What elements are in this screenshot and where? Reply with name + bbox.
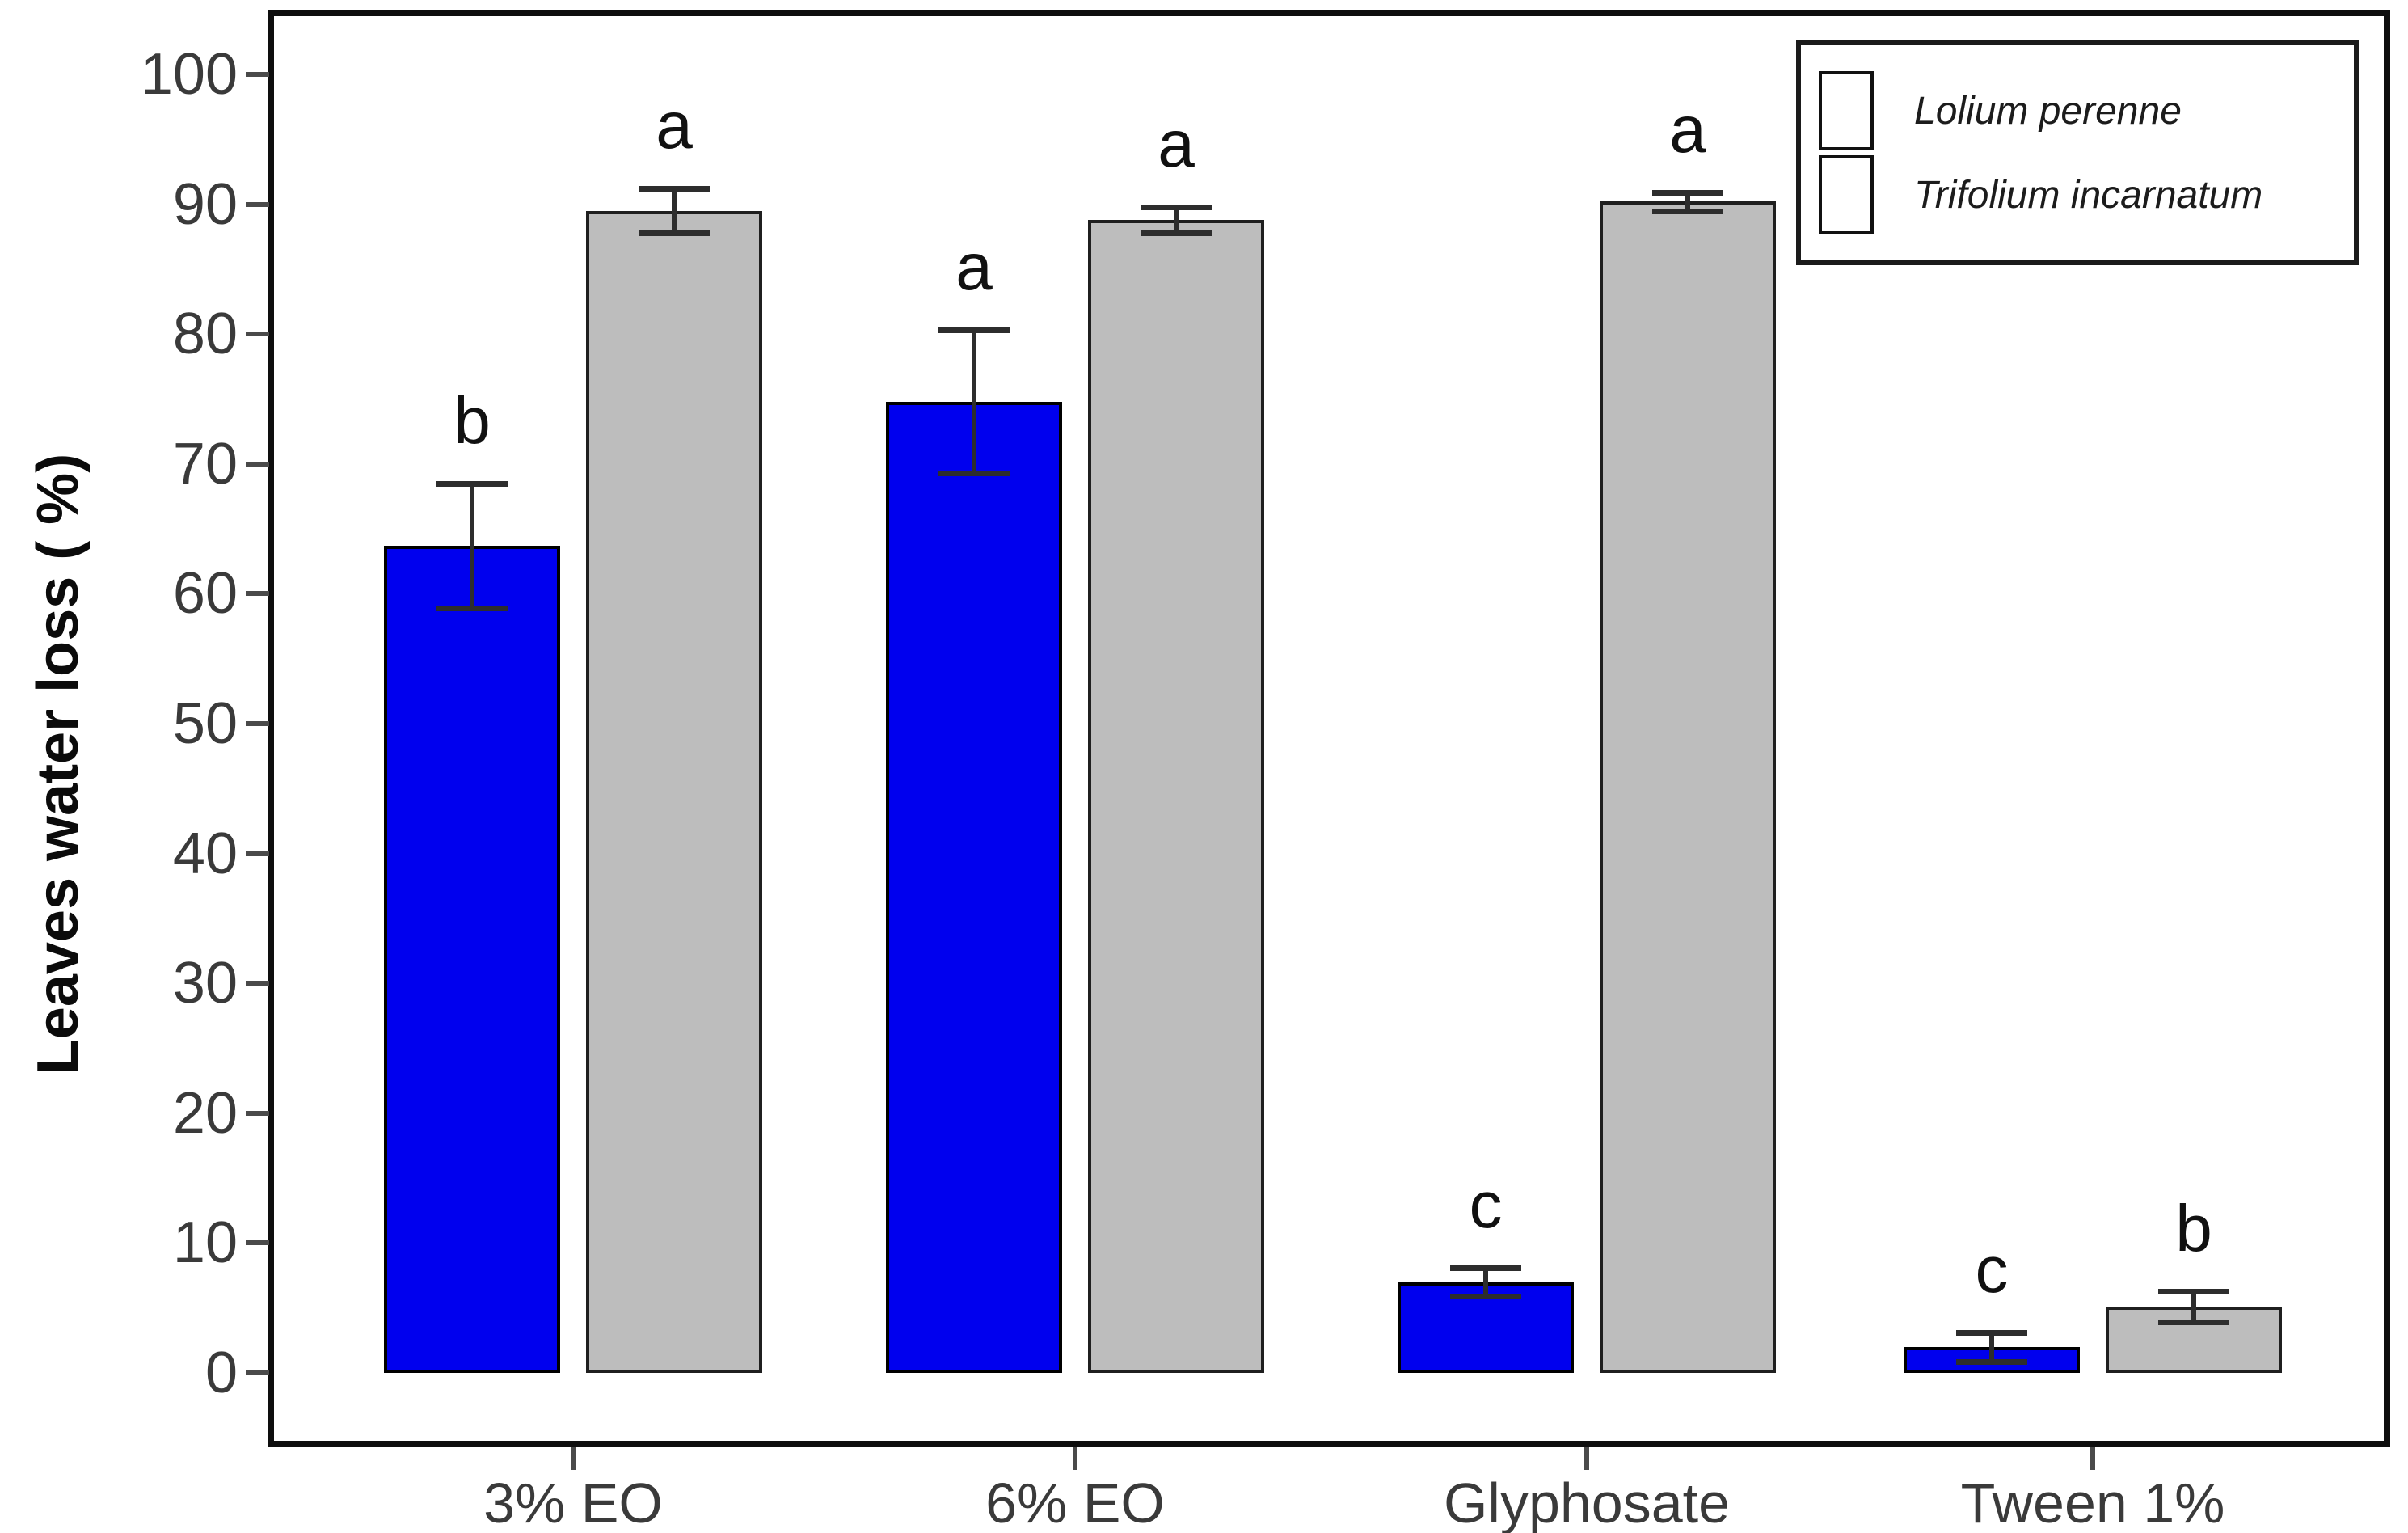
y-axis-tick-label: 20 xyxy=(172,1080,238,1146)
y-axis-tick-label: 30 xyxy=(172,951,238,1016)
bar xyxy=(384,545,560,1373)
legend-swatch-lolium xyxy=(1819,71,1874,150)
y-axis-tick-label: 80 xyxy=(172,302,238,367)
significance-letter: a xyxy=(955,230,993,305)
error-bar-line xyxy=(1685,192,1690,211)
significance-letter: a xyxy=(1669,93,1706,167)
y-axis-tick-label: 100 xyxy=(140,42,238,107)
error-bar-cap-bottom xyxy=(639,230,710,236)
error-bar-cap-bottom xyxy=(938,471,1010,477)
error-bar-cap-top xyxy=(436,480,508,487)
x-axis-tick xyxy=(1584,1447,1589,1470)
legend-label-lolium: Lolium perenne xyxy=(1914,90,2182,133)
error-bar-cap-bottom xyxy=(1450,1294,1521,1300)
y-axis-tick-label: 0 xyxy=(205,1341,238,1405)
error-bar-cap-bottom xyxy=(1956,1358,2027,1365)
error-bar-line xyxy=(2191,1290,2196,1323)
y-axis-tick-label: 40 xyxy=(172,821,238,886)
error-bar-cap-top xyxy=(1450,1265,1521,1271)
y-axis-tick xyxy=(246,1370,269,1375)
bar xyxy=(1600,201,1776,1373)
error-bar-cap-bottom xyxy=(2158,1320,2229,1326)
bar xyxy=(586,210,762,1373)
significance-letter: a xyxy=(1158,107,1195,181)
y-axis-tick-label: 60 xyxy=(172,561,238,627)
y-axis-tick-label: 10 xyxy=(172,1210,238,1276)
y-axis-tick xyxy=(246,201,269,207)
legend-box: Lolium perenne Trifolium incarnatum xyxy=(1796,40,2359,265)
error-bar-cap-top xyxy=(639,186,710,192)
y-axis-tick xyxy=(246,721,269,726)
error-bar-line xyxy=(1174,206,1179,233)
legend-label-trifolium: Trifolium incarnatum xyxy=(1914,174,2263,217)
x-axis-tick xyxy=(571,1447,576,1470)
error-bar-cap-bottom xyxy=(1141,230,1212,236)
y-axis-tick-label: 90 xyxy=(172,171,238,237)
error-bar-cap-top xyxy=(2158,1288,2229,1294)
y-axis-tick-label: 50 xyxy=(172,691,238,756)
error-bar-line xyxy=(672,188,677,233)
bar xyxy=(886,401,1062,1373)
x-axis-category-label: Tween 1% xyxy=(1960,1472,2225,1533)
y-axis-tick xyxy=(246,72,269,77)
y-axis-tick xyxy=(246,981,269,986)
significance-letter: c xyxy=(1975,1233,2009,1307)
x-axis-category-label: 6% EO xyxy=(985,1472,1165,1533)
x-axis-tick xyxy=(2090,1447,2095,1470)
significance-letter: b xyxy=(2175,1191,2212,1265)
x-axis-tick xyxy=(1073,1447,1077,1470)
y-axis-tick xyxy=(246,461,269,467)
error-bar-cap-top xyxy=(938,327,1010,334)
y-axis-tick-label: 70 xyxy=(172,431,238,496)
error-bar-cap-bottom xyxy=(436,606,508,612)
x-axis-category-label: Glyphosate xyxy=(1443,1472,1731,1533)
error-bar-cap-top xyxy=(1652,190,1723,196)
y-axis-tick xyxy=(246,591,269,597)
error-bar-cap-top xyxy=(1141,204,1212,210)
error-bar-line xyxy=(972,330,976,474)
x-axis-category-label: 3% EO xyxy=(483,1472,663,1533)
significance-letter: c xyxy=(1469,1168,1503,1242)
error-bar-line xyxy=(1483,1267,1488,1297)
y-axis-tick xyxy=(246,851,269,856)
y-axis-tick xyxy=(246,1110,269,1116)
error-bar-cap-top xyxy=(1956,1330,2027,1337)
significance-letter: a xyxy=(656,89,693,163)
error-bar-line xyxy=(1989,1332,1994,1362)
significance-letter: b xyxy=(453,383,491,458)
error-bar-line xyxy=(470,483,474,609)
y-axis-tick xyxy=(246,1240,269,1246)
error-bar-cap-bottom xyxy=(1652,208,1723,214)
y-axis-tick xyxy=(246,332,269,337)
bar xyxy=(1088,219,1264,1373)
legend-swatch-trifolium xyxy=(1819,155,1874,234)
